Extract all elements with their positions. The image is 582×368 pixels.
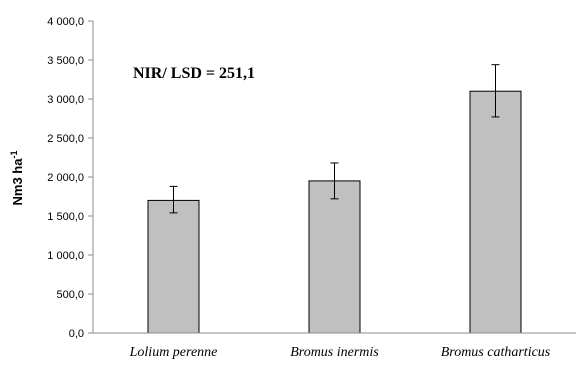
y-tick-label: 3 000,0 — [47, 94, 84, 106]
y-axis: 0,0 500,0 1 000,0 1 500,0 2 000,0 2 500,0 3 00… — [47, 16, 94, 340]
y-tick-label: 1 500,0 — [47, 211, 84, 223]
y-tick-label: 1 000,0 — [47, 250, 84, 262]
y-tick-label: 500,0 — [56, 289, 84, 301]
lsd-annotation: NIR/ LSD = 251,1 — [133, 65, 255, 82]
x-category-label: Bromus catharticus — [441, 345, 551, 360]
x-axis: Lolium perenne Bromus inermis Bromus catha… — [93, 332, 576, 360]
error-bars — [169, 64, 500, 214]
x-category-label: Bromus inermis — [290, 345, 379, 360]
x-category-label: Lolium perenne — [129, 345, 218, 360]
y-axis-label: Nm3 ha-1 — [9, 151, 25, 206]
y-axis-label-superscript: -1 — [9, 151, 19, 159]
bars — [147, 90, 522, 334]
bar — [469, 90, 522, 334]
y-tick-label: 2 000,0 — [47, 172, 84, 184]
bar — [308, 180, 361, 334]
y-tick-label: 0,0 — [69, 328, 84, 340]
y-tick-label: 2 500,0 — [47, 133, 84, 145]
y-tick-label: 3 500,0 — [47, 55, 84, 67]
bar — [147, 199, 200, 334]
y-axis-label-text: Nm3 ha — [10, 158, 25, 206]
y-tick-label: 4 000,0 — [47, 16, 84, 28]
